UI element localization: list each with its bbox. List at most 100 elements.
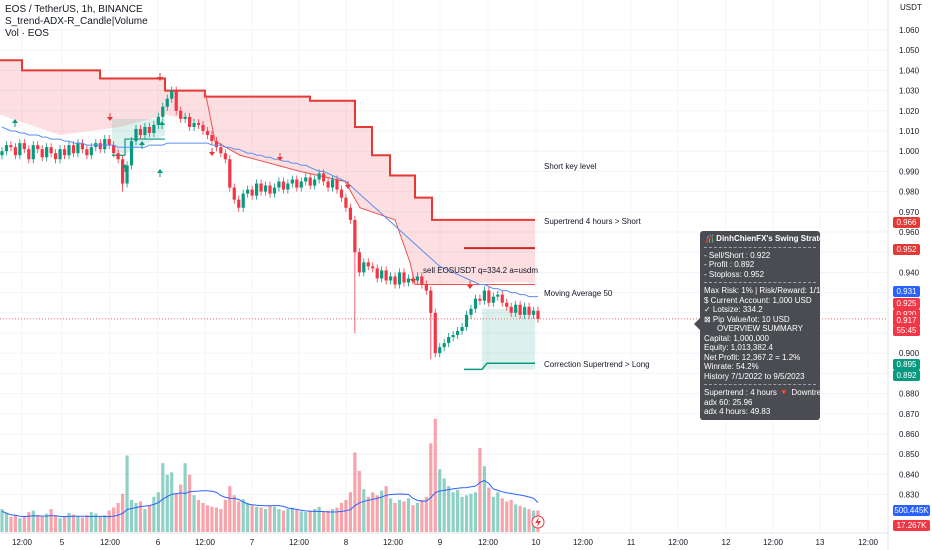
indicator-title[interactable]: S_trend-ADX-R_Candle|Volume [5, 16, 148, 27]
volume-bar [250, 505, 254, 532]
candle-body [313, 179, 317, 186]
volume-bar [58, 518, 62, 532]
volume-bar [295, 509, 299, 532]
candle-body [415, 276, 419, 281]
candle-body [402, 272, 406, 283]
volume-bar [330, 509, 335, 532]
candle-body [397, 272, 402, 285]
candle-body [112, 145, 116, 154]
volume-bar [317, 506, 321, 532]
volume-bar [402, 501, 406, 532]
candle-body [357, 252, 361, 273]
candle-body [263, 185, 268, 192]
candle-body [384, 270, 388, 281]
volume-bar [255, 506, 259, 532]
candle-body [205, 131, 210, 136]
volume-bar [268, 506, 272, 532]
x-tick-label: 12:00 [12, 538, 33, 547]
volume-bar [183, 463, 187, 532]
candle-body [527, 306, 531, 315]
candle-body [478, 298, 482, 301]
candle-body [371, 266, 375, 269]
volume-bar [18, 518, 22, 532]
candle-body [353, 219, 357, 253]
supertrend-4h-short-line [0, 59, 535, 221]
volume-bar [125, 455, 129, 532]
volume-bar [174, 493, 178, 532]
divider [704, 384, 816, 385]
x-tick-label: 11 [627, 538, 636, 547]
sell-order-label: sell EOSUSDT q=334.2 a=usdm [423, 266, 538, 275]
volume-title[interactable]: Vol · EOS [5, 28, 49, 39]
volume-bar [192, 495, 196, 532]
candle-body [237, 199, 241, 208]
candle-body [188, 116, 192, 127]
candle-body [161, 106, 165, 117]
candle-body [210, 135, 214, 142]
candle-body [491, 296, 495, 303]
profit-line [464, 362, 535, 371]
candle-body [89, 147, 93, 156]
candle-body [223, 153, 227, 160]
divider [704, 282, 816, 283]
candle-body [523, 306, 527, 315]
volume-bar [272, 506, 277, 532]
volume-bar [85, 515, 89, 532]
volume-bar [49, 509, 53, 532]
volume-bar [223, 499, 227, 532]
volume-bar [103, 515, 107, 532]
y-tick-label: 1.030 [899, 87, 920, 96]
price-label-0895: 0.895 [893, 359, 920, 370]
y-tick-label: 0.900 [899, 349, 920, 358]
candle-body [125, 165, 129, 184]
supertrend-4h-label: Supertrend 4 hours > Short [544, 217, 642, 226]
divider [704, 246, 816, 248]
candle-body [536, 310, 540, 319]
candle-body [156, 116, 160, 125]
volume-bar [112, 507, 116, 532]
volume-bar [308, 510, 312, 532]
volume-bar [94, 513, 98, 532]
candle-body [286, 183, 290, 190]
tooltip-account: $ Current Account: 1,000 USD [704, 295, 812, 305]
candle-body [27, 149, 31, 160]
volume-bar [478, 447, 482, 532]
candle-body [67, 145, 71, 156]
x-tick-label: 12:00 [668, 538, 689, 547]
candle-body [442, 343, 446, 348]
candle-body [170, 90, 174, 99]
symbol-title[interactable]: EOS / TetherUS, 1h, BINANCE [5, 4, 143, 15]
volume-bar [13, 515, 17, 532]
volume-bar [322, 512, 326, 532]
candle-body [54, 153, 58, 160]
volume-bar [371, 492, 375, 532]
sell-signal-arrow-head [410, 279, 416, 283]
volume-bar [420, 499, 424, 532]
price-label-0966: 0.966 [893, 217, 920, 228]
candle-body [429, 290, 433, 313]
candle-body [366, 262, 370, 267]
candle-body [464, 314, 469, 327]
tooltip-lotsize: ✓ Lotsize: 334.2 [704, 305, 763, 314]
volume-bar [89, 512, 93, 532]
candle-body [45, 147, 49, 158]
tooltip-title: 🎢 DinhChienFX's Swing Strategy [704, 234, 820, 243]
tooltip-profit: - Profit : 0.892 [704, 260, 755, 269]
candle-body [40, 149, 44, 158]
volume-bar [335, 507, 339, 532]
tooltip-sell: - Sell/Short : 0.922 [704, 250, 771, 260]
candle-body [295, 179, 299, 188]
candle-body [143, 126, 147, 136]
volume-bar [447, 486, 451, 532]
candle-body [259, 183, 263, 192]
volume-bar [22, 516, 26, 532]
volume-bar [165, 474, 169, 532]
volume-bar [304, 512, 308, 532]
volume-bar [313, 509, 317, 532]
volume-bar [152, 496, 156, 532]
x-tick-label: 12:00 [289, 538, 310, 547]
candle-body [375, 268, 379, 279]
candle-body [322, 173, 326, 182]
volume-bar [496, 492, 500, 532]
